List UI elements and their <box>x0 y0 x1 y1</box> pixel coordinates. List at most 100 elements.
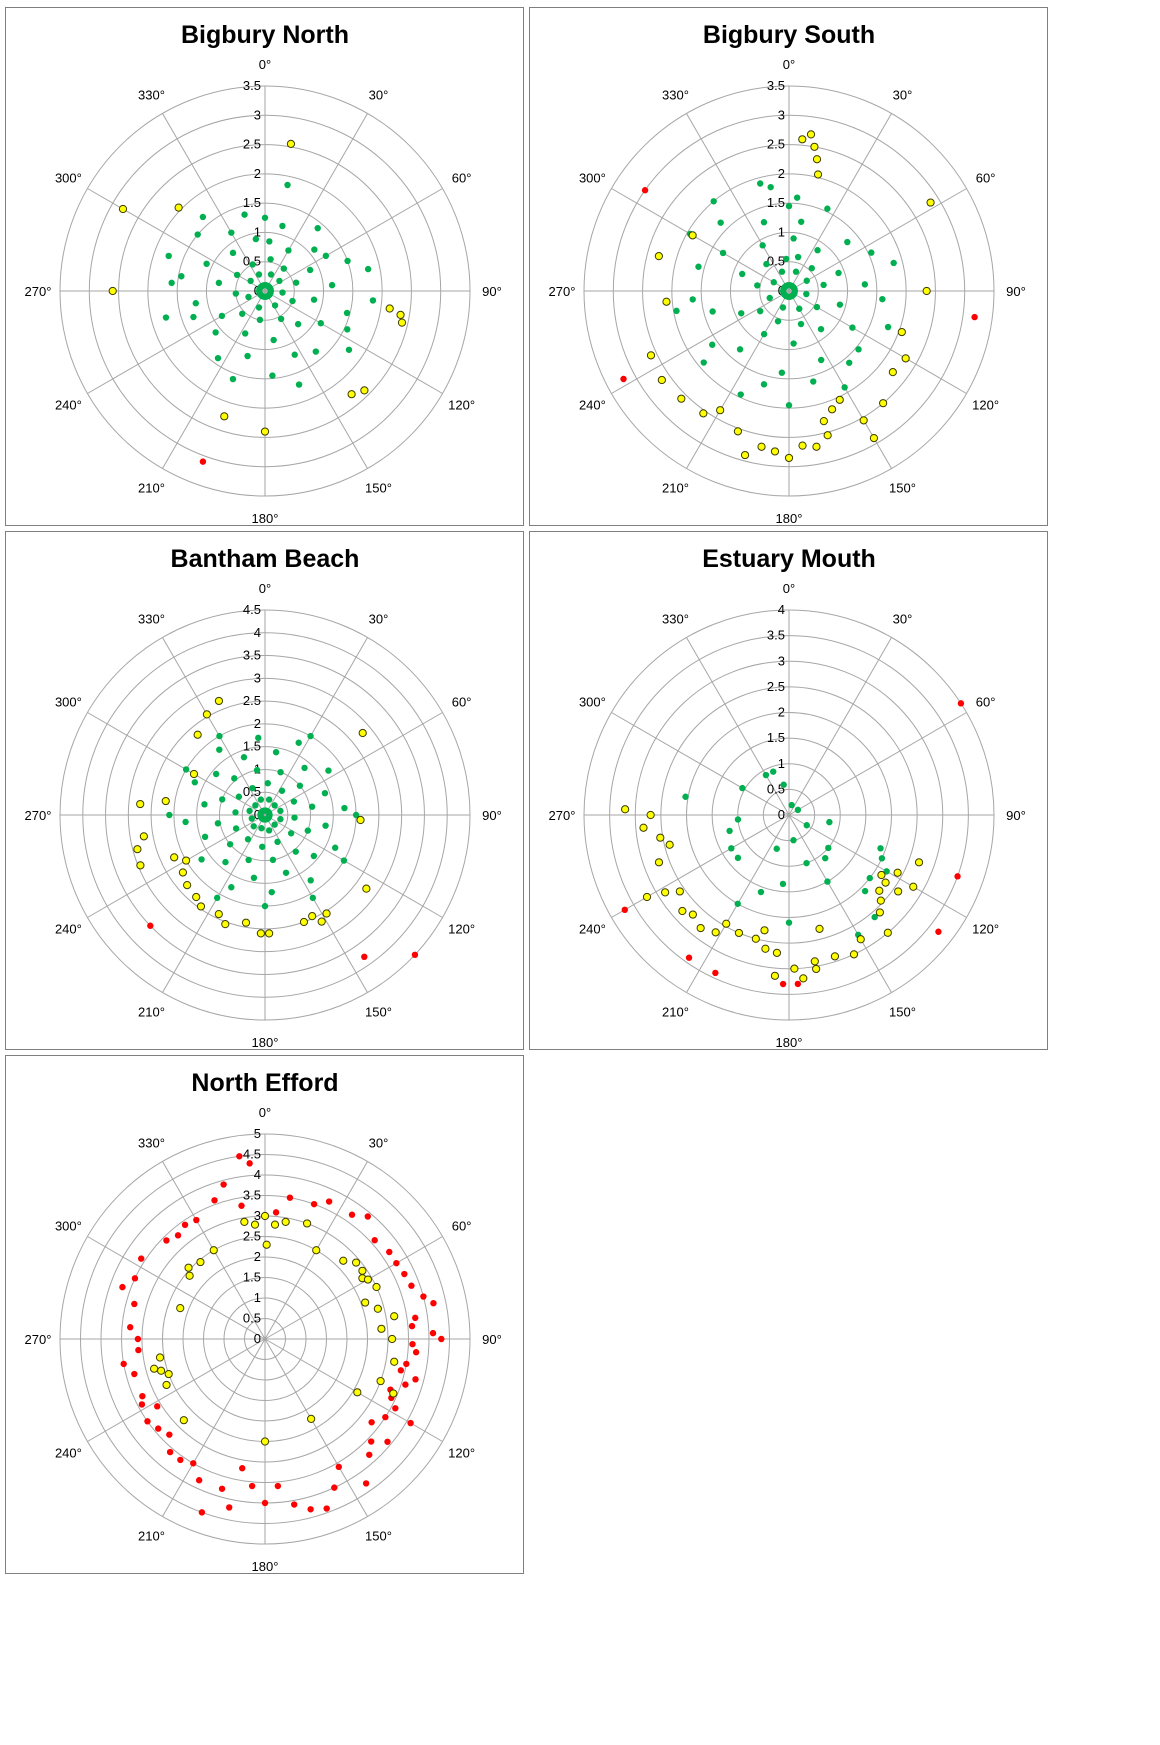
grid-spoke <box>788 814 967 918</box>
angle-label: 60° <box>452 171 472 186</box>
data-point <box>281 1217 290 1227</box>
data-point <box>307 877 314 884</box>
data-point <box>213 894 221 902</box>
data-point <box>371 1237 378 1244</box>
data-point <box>244 836 252 843</box>
data-point <box>710 198 717 205</box>
angle-label: 150° <box>889 1005 916 1020</box>
data-point <box>266 238 273 245</box>
angle-label: 300° <box>55 695 82 710</box>
angle-label: 240° <box>579 922 606 937</box>
angle-label: 210° <box>662 1005 689 1020</box>
data-point <box>726 827 733 835</box>
data-point <box>249 261 256 268</box>
data-point <box>369 297 377 304</box>
data-point <box>127 1324 134 1331</box>
data-point <box>241 918 251 927</box>
data-point <box>163 1237 170 1244</box>
data-point <box>164 1369 173 1379</box>
data-point <box>820 281 827 289</box>
series-group <box>620 805 924 983</box>
data-point <box>763 260 770 268</box>
data-point <box>165 252 172 260</box>
data-point <box>240 754 248 761</box>
data-point <box>861 887 869 895</box>
radial-tick-label: 1.5 <box>767 730 785 745</box>
angle-label: 150° <box>365 481 392 496</box>
radial-tick-label: 0 <box>254 1331 261 1346</box>
data-point <box>307 1506 314 1513</box>
data-point <box>688 231 697 240</box>
radial-tick-label: 1.5 <box>243 195 261 210</box>
data-point <box>331 844 339 851</box>
angle-label: 0° <box>783 581 795 596</box>
data-point <box>177 1456 184 1464</box>
angle-label: 210° <box>138 481 165 496</box>
data-point <box>310 852 318 860</box>
data-point <box>271 802 278 809</box>
data-point <box>296 782 304 789</box>
data-point <box>760 926 769 935</box>
data-point <box>269 372 276 379</box>
data-point <box>909 882 918 891</box>
data-point <box>225 1504 233 1511</box>
data-point <box>166 1448 174 1456</box>
data-point <box>199 458 207 465</box>
grid-spoke <box>264 1338 368 1517</box>
chart-panel-estuary-mouth: 0 0.5 1 1.5 2 2.5 3 3.5 4 0° 30° 60° 90° 120° 150° 180°… <box>529 531 1048 1050</box>
data-point <box>711 928 720 937</box>
data-point <box>307 1414 316 1423</box>
data-point <box>307 732 314 740</box>
polar-grid <box>583 85 995 497</box>
grid-spoke <box>87 290 266 394</box>
data-point <box>646 810 655 820</box>
data-point <box>311 246 318 253</box>
data-point <box>815 924 824 933</box>
angle-label: 90° <box>482 808 502 823</box>
angle-label: 210° <box>138 1529 165 1544</box>
angle-label: 30° <box>369 87 389 102</box>
grid-spoke <box>264 1236 443 1340</box>
data-point <box>883 868 890 875</box>
data-point <box>784 453 794 463</box>
data-point <box>754 282 761 289</box>
radial-tick-label: 0 <box>778 807 785 822</box>
data-point <box>411 951 419 959</box>
data-point <box>813 170 823 179</box>
data-point <box>190 1460 197 1467</box>
data-point <box>830 952 840 961</box>
data-point <box>699 409 708 418</box>
data-point <box>646 351 656 360</box>
data-point <box>356 815 365 825</box>
radial-tick-label: 0.5 <box>767 781 785 796</box>
data-point <box>295 739 302 746</box>
series-group <box>166 732 360 910</box>
data-point <box>364 1213 371 1220</box>
data-point <box>261 807 268 814</box>
data-point <box>396 310 405 320</box>
data-point <box>803 822 810 829</box>
data-point <box>799 974 808 983</box>
data-point <box>133 845 142 854</box>
data-point <box>245 856 252 864</box>
data-point <box>785 402 793 409</box>
data-point <box>189 769 199 779</box>
data-point <box>654 252 663 261</box>
grid-spoke <box>162 113 266 292</box>
data-point <box>343 309 351 317</box>
data-point <box>819 417 828 426</box>
data-point <box>412 1314 419 1322</box>
data-point <box>252 802 259 809</box>
data-point <box>280 265 288 272</box>
data-point <box>772 948 782 957</box>
angle-label: 180° <box>252 1035 279 1050</box>
angle-label: 120° <box>448 398 475 413</box>
data-point <box>364 265 372 273</box>
data-point <box>372 1282 381 1292</box>
data-point <box>182 766 190 773</box>
data-point <box>291 351 298 358</box>
data-point <box>203 260 210 267</box>
angle-label: 90° <box>482 284 502 299</box>
angle-label: 300° <box>55 171 82 186</box>
data-point <box>256 316 264 324</box>
